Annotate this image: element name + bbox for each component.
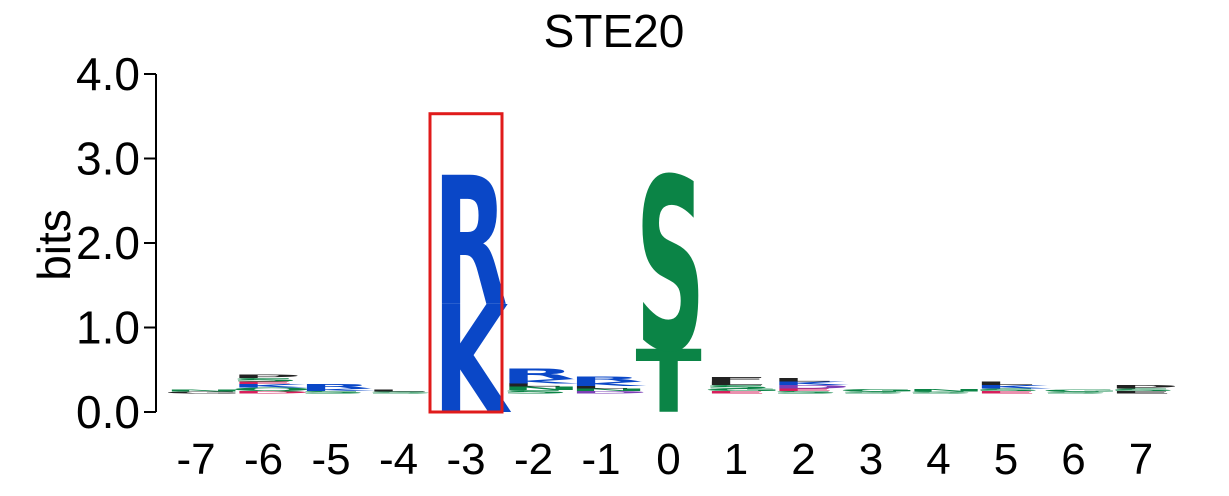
logo-letter: E [1108, 390, 1174, 394]
logo-letter: G [838, 389, 918, 393]
logo-column: SN [906, 389, 987, 394]
logo-letter: G [1041, 390, 1121, 393]
chart-title: STE20 [544, 5, 685, 57]
logo-letter: Q [231, 387, 314, 392]
logo-letter: S [973, 388, 1043, 392]
logo-letter: L [771, 377, 833, 382]
logo-letter: P [1108, 384, 1179, 389]
logo-letter: D [568, 390, 649, 394]
logo-letter: G [703, 388, 783, 392]
logo-letter: L [568, 385, 630, 389]
logo-column: SL [366, 390, 436, 394]
logo-column: KR [433, 139, 511, 448]
logo-column: SG [838, 389, 918, 394]
y-tick-label: 1.0 [76, 302, 140, 354]
logo-letter: L [366, 390, 428, 393]
logo-letter: K [501, 378, 580, 385]
y-axis-label: bits [28, 209, 80, 281]
x-tick-label: -6 [244, 435, 283, 484]
x-tick-label: -1 [581, 435, 620, 484]
x-tick-label: 6 [1061, 435, 1085, 484]
logo-letter: S [501, 389, 571, 394]
x-tick-label: 7 [1129, 435, 1153, 484]
logo-letter: S [298, 390, 368, 394]
logo-letter: E [231, 381, 297, 385]
logo-column: ESP [1108, 384, 1179, 394]
logo-letter: P [231, 374, 302, 379]
logo-column: TS [636, 129, 706, 433]
logo-letter: L [501, 382, 563, 387]
x-tick-label: -4 [379, 435, 418, 484]
logo-letter: R [568, 375, 643, 383]
logo-letter: K [433, 275, 511, 448]
x-tick-label: 5 [994, 435, 1018, 484]
y-tick-label: 2.0 [76, 217, 140, 269]
logo-column: SKR [298, 383, 377, 394]
logo-letter: E [973, 390, 1039, 394]
logo-letter: K [973, 384, 1052, 389]
logo-letter: K [298, 388, 377, 392]
logo-letter: S [366, 391, 436, 394]
y-tick-label: 4.0 [76, 48, 140, 100]
logo-letter: S [838, 391, 908, 394]
logo-letter: T [636, 332, 702, 433]
logo-column: GN [163, 390, 244, 394]
logo-letter: G [163, 391, 243, 394]
logo-letter: R [501, 366, 576, 382]
y-tick-label: 3.0 [76, 133, 140, 185]
x-tick-label: -3 [446, 435, 485, 484]
logo-letter: E [703, 390, 769, 394]
logo-letter: E [771, 388, 837, 392]
highlight-box [428, 112, 504, 414]
x-tick-label: 3 [859, 435, 883, 484]
logo-letter: D [231, 390, 312, 394]
logo-letter: K [771, 381, 850, 386]
logo-letter: S [906, 391, 976, 394]
logo-column: SG [1041, 390, 1121, 394]
logo-letter: S [703, 384, 773, 389]
logo-letter: L [703, 381, 765, 386]
logo-letter: S [231, 377, 301, 382]
logo-letter: S [1041, 391, 1111, 394]
logo-letter: S [771, 390, 841, 394]
x-tick-label: 1 [724, 435, 748, 484]
logo-letter: N [906, 389, 987, 393]
logo-letter: N [501, 386, 582, 391]
logo-letter: S [1108, 388, 1178, 392]
logo-letter: K [568, 381, 647, 388]
x-tick-label: 0 [656, 435, 680, 484]
x-tick-label: -7 [176, 435, 215, 484]
x-tick-label: 2 [791, 435, 815, 484]
logo-letter: L [973, 381, 1035, 386]
logo-letter: K [231, 383, 310, 388]
x-tick-label: -2 [514, 435, 553, 484]
logo-letter: S [636, 129, 706, 405]
logo-letter: F [703, 376, 769, 383]
logo-letter: D [771, 384, 852, 389]
y-axis-ticks: 0.0 1.0 2.0 3.0 4.0 [76, 48, 156, 438]
logo-letter: N [568, 388, 649, 392]
logo-letter: R [298, 383, 373, 390]
x-tick-label: 4 [926, 435, 950, 484]
x-axis-ticks: -7 -6 -5 -4 -3 -2 -1 0 1 2 3 4 5 6 7 [176, 435, 1153, 484]
y-tick-label: 0.0 [76, 386, 140, 438]
x-tick-label: -5 [311, 435, 350, 484]
logo-letter: N [163, 390, 244, 393]
logo-letter: R [433, 139, 508, 346]
